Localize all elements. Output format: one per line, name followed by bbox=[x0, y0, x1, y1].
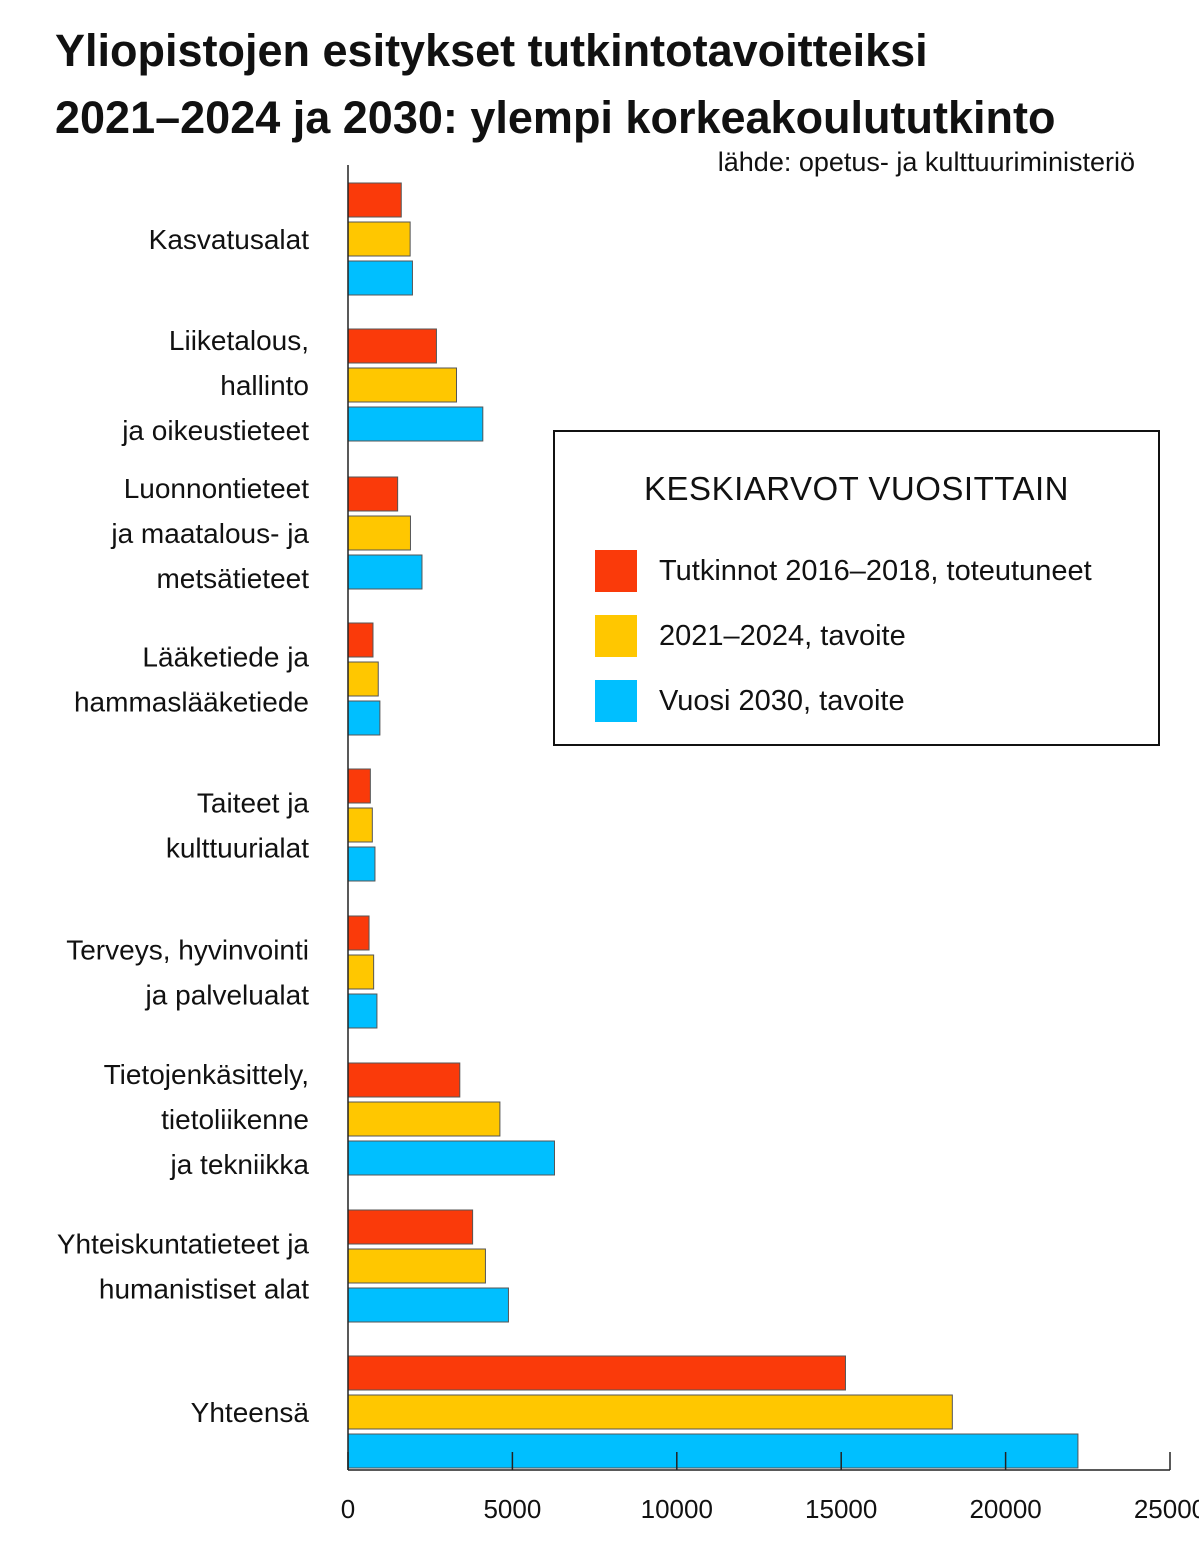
bar-3-series-3 bbox=[347, 554, 423, 590]
source-note: lähde: opetus- ja kulttuuriministeriö bbox=[717, 147, 1135, 177]
bar-9-series-1 bbox=[347, 1355, 846, 1391]
category-label: Tietojenkäsittely, bbox=[104, 1059, 309, 1090]
category-label: Taiteet ja bbox=[197, 788, 309, 819]
bar-4-series-2 bbox=[347, 661, 379, 697]
legend-item-2021-2024: 2021–2024, tavoite bbox=[595, 615, 906, 657]
legend-label: 2021–2024, tavoite bbox=[659, 619, 906, 652]
bar-6-series-1 bbox=[347, 915, 370, 951]
legend-swatch-blue bbox=[595, 680, 637, 722]
legend: KESKIARVOT VUOSITTAIN Tutkinnot 2016–201… bbox=[553, 430, 1160, 746]
bar-3-series-2 bbox=[347, 515, 411, 551]
legend-label: Vuosi 2030, tavoite bbox=[659, 684, 905, 717]
bar-7-series-2 bbox=[347, 1101, 501, 1137]
bar-2-series-1 bbox=[347, 328, 437, 364]
bar-5-series-2 bbox=[347, 807, 373, 843]
category-label: humanistiset alat bbox=[99, 1274, 309, 1305]
category-label: Yhteensä bbox=[191, 1397, 310, 1428]
bar-9-series-3 bbox=[347, 1433, 1079, 1469]
bar-5-series-1 bbox=[347, 768, 371, 804]
category-label: metsätieteet bbox=[156, 563, 309, 594]
category-label: tietoliikenne bbox=[161, 1104, 309, 1135]
bar-7-series-3 bbox=[347, 1140, 555, 1176]
chart-title-line-1: Yliopistojen esitykset tutkintotavoittei… bbox=[55, 25, 928, 76]
bar-7-series-1 bbox=[347, 1062, 461, 1098]
legend-title: KESKIARVOT VUOSITTAIN bbox=[644, 470, 1069, 507]
x-tick-label: 15000 bbox=[805, 1494, 877, 1524]
category-label: Kasvatusalat bbox=[149, 224, 310, 255]
category-label: hallinto bbox=[220, 370, 309, 401]
x-tick-label: 10000 bbox=[641, 1494, 713, 1524]
bar-1-series-2 bbox=[347, 221, 411, 257]
bar-4-series-1 bbox=[347, 622, 374, 658]
category-label: ja tekniikka bbox=[169, 1149, 309, 1180]
bar-8-series-3 bbox=[347, 1287, 509, 1323]
bar-9-series-2 bbox=[347, 1394, 953, 1430]
bar-2-series-3 bbox=[347, 406, 484, 442]
legend-swatch-red bbox=[595, 550, 637, 592]
category-label: ja palvelualat bbox=[145, 980, 310, 1011]
legend-label: Tutkinnot 2016–2018, toteutuneet bbox=[659, 554, 1092, 587]
bar-1-series-3 bbox=[347, 260, 413, 296]
x-tick-label: 25000 bbox=[1134, 1494, 1199, 1524]
x-tick-label: 0 bbox=[341, 1494, 355, 1524]
x-tick-label: 5000 bbox=[483, 1494, 541, 1524]
category-label: Luonnontieteet bbox=[124, 473, 310, 504]
category-label: ja oikeustieteet bbox=[121, 415, 309, 446]
bar-6-series-3 bbox=[347, 993, 378, 1029]
bar-6-series-2 bbox=[347, 954, 375, 990]
legend-item-2030: Vuosi 2030, tavoite bbox=[595, 680, 905, 722]
legend-item-2016-2018: Tutkinnot 2016–2018, toteutuneet bbox=[595, 550, 1092, 592]
category-label: kulttuurialat bbox=[166, 833, 309, 864]
category-label: hammaslääketiede bbox=[74, 687, 309, 718]
category-label: ja maatalous- ja bbox=[110, 518, 309, 549]
bar-1-series-1 bbox=[347, 182, 402, 218]
bar-5-series-3 bbox=[347, 846, 376, 882]
bar-8-series-2 bbox=[347, 1248, 486, 1284]
bar-2-series-2 bbox=[347, 367, 458, 403]
legend-swatch-yellow bbox=[595, 615, 637, 657]
category-label: Liiketalous, bbox=[169, 325, 309, 356]
category-label: Yhteiskuntatieteet ja bbox=[57, 1229, 310, 1260]
chart-title-line-2: 2021–2024 ja 2030: ylempi korkeakoulutut… bbox=[55, 92, 1056, 143]
bar-8-series-1 bbox=[347, 1209, 474, 1245]
category-label: Lääketiede ja bbox=[142, 642, 309, 673]
x-tick-label: 20000 bbox=[969, 1494, 1041, 1524]
bar-3-series-1 bbox=[347, 476, 399, 512]
category-label: Terveys, hyvinvointi bbox=[66, 935, 309, 966]
bar-4-series-3 bbox=[347, 700, 381, 736]
